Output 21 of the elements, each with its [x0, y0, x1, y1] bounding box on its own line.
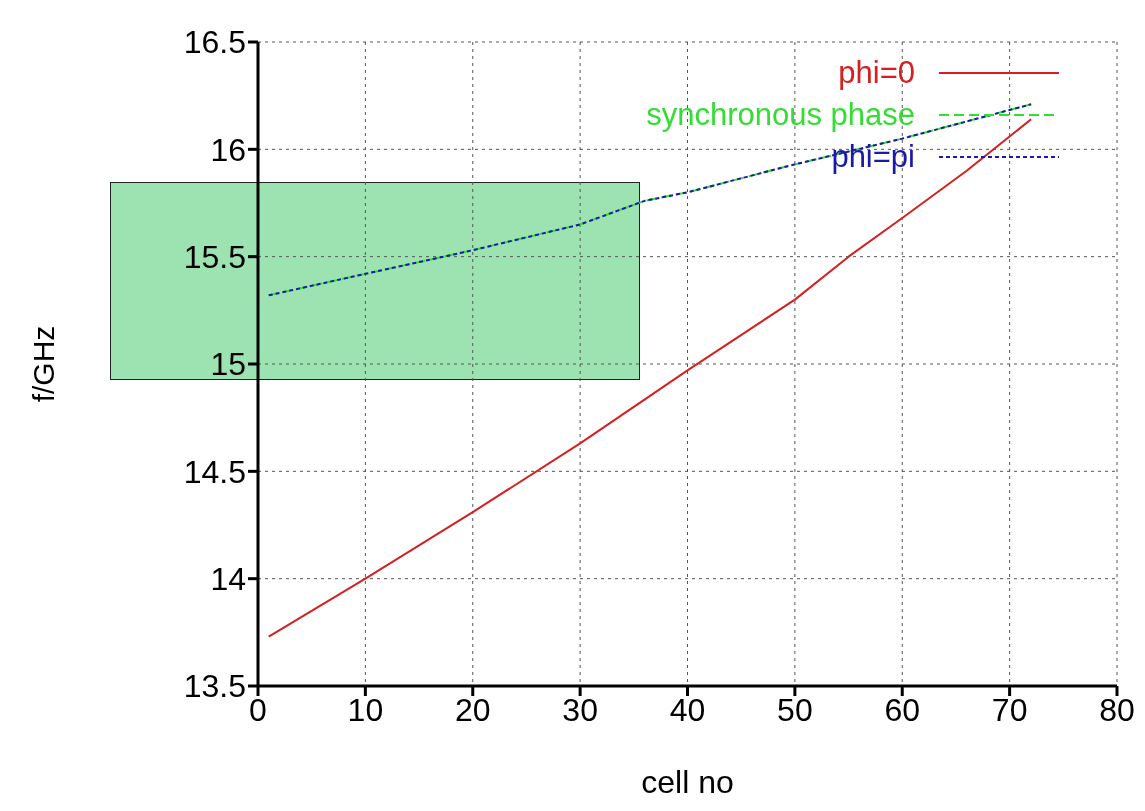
x-tick-label: 0	[249, 691, 267, 728]
y-tick-label: 16	[210, 131, 246, 168]
legend-label: phi=pi	[831, 138, 915, 176]
y-axis-title: f/GHz	[26, 325, 60, 403]
y-tick-label: 14.5	[183, 453, 246, 490]
x-tick-label: 20	[454, 691, 491, 728]
x-tick-label: 50	[777, 691, 813, 728]
y-tick-label: 13.5	[183, 668, 246, 705]
y-tick-label: 15	[210, 346, 246, 383]
y-tick-label: 16.5	[183, 24, 246, 61]
x-tick-label: 60	[884, 691, 921, 728]
x-tick-label: 80	[1099, 691, 1135, 728]
x-tick-label: 10	[347, 691, 384, 728]
x-axis-title: cell no	[641, 764, 734, 800]
x-tick-label: 30	[562, 691, 598, 728]
x-tick-label: 70	[991, 691, 1028, 728]
y-tick-label: 14	[210, 561, 246, 598]
legend-label: phi=0	[838, 54, 915, 92]
y-tick-label: 15.5	[183, 239, 246, 276]
x-tick-label: 40	[669, 691, 706, 728]
legend-label: synchronous phase	[646, 96, 915, 134]
